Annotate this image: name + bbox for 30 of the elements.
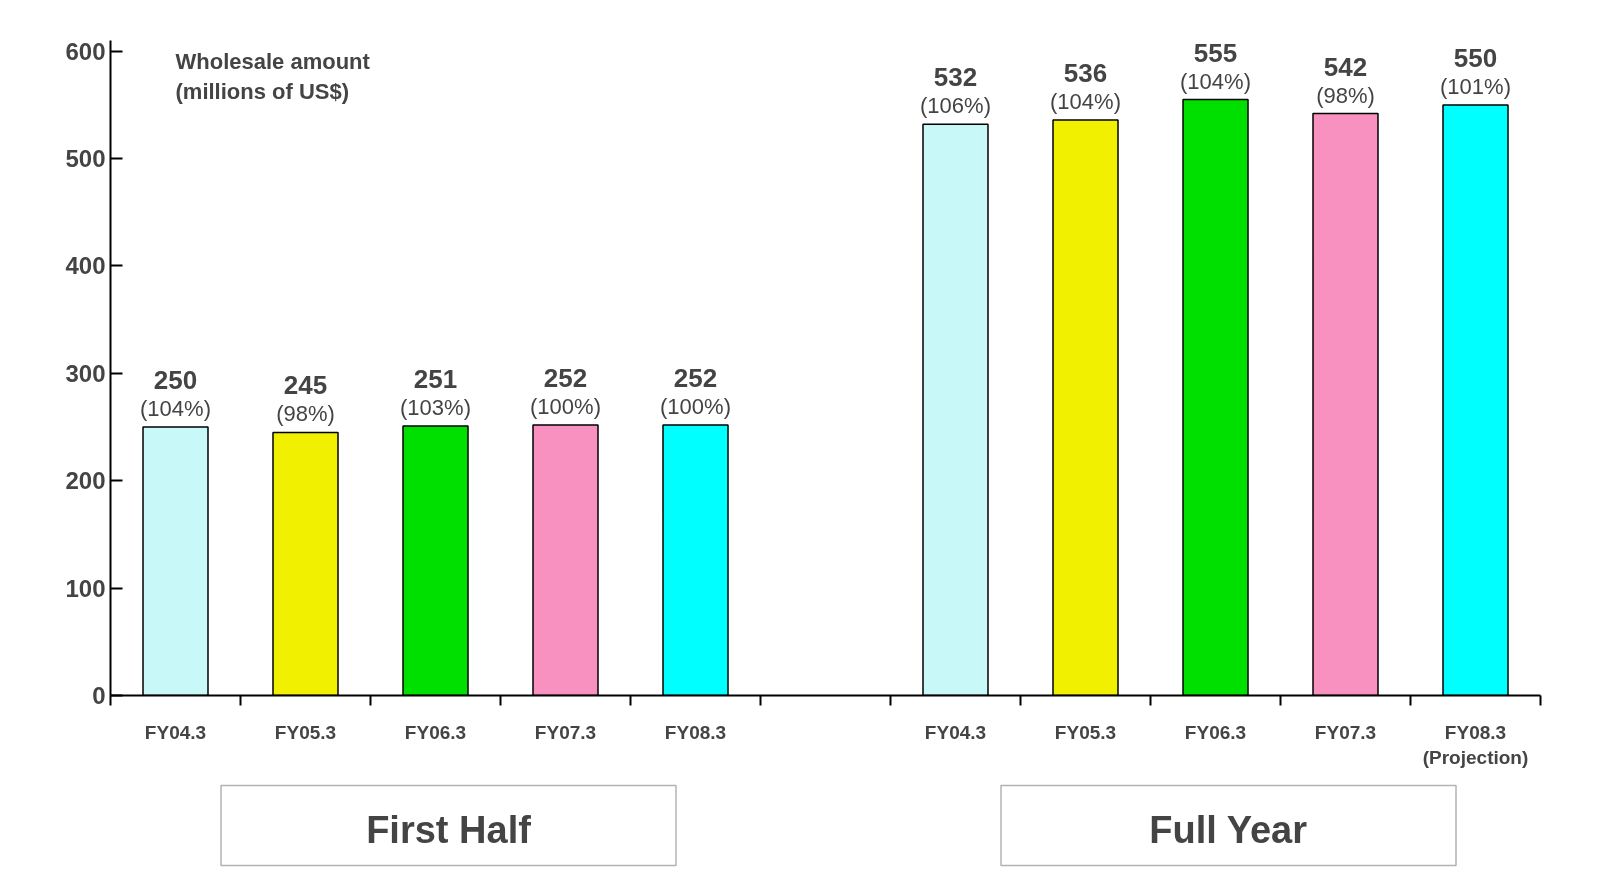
x-tick-label: FY08.3 (664, 721, 727, 743)
x-tick-label: FY04.3 (144, 721, 207, 743)
data-label: 252 (100%) (530, 362, 601, 419)
data-label: 532 (106%) (920, 62, 991, 119)
x-tick-label: FY07.3 (534, 721, 597, 743)
data-label: 542 (98%) (1316, 51, 1375, 108)
text: Full Year (1149, 808, 1308, 851)
y-tick-label: 400 (65, 252, 106, 280)
x-tick-label: FY05.3 (274, 721, 337, 743)
data-label: 245 (98%) (276, 370, 335, 427)
x-tick-label: FY04.3 (924, 721, 987, 743)
y-tick-label: 0 (92, 682, 106, 709)
y-tick-label: 600 (65, 37, 106, 65)
data-label: 550 (101%) (1440, 42, 1511, 99)
data-label: 250 (104%) (140, 365, 211, 422)
x-tick-label: FY07.3 (1314, 721, 1377, 743)
x-tick-label: FY05.3 (1054, 721, 1117, 743)
data-label: 252 (100%) (660, 362, 731, 419)
y-tick-label: 300 (65, 359, 106, 387)
x-tick-label: FY08.3 (Projection) (1422, 721, 1529, 768)
data-label: 251 (103%) (400, 363, 471, 420)
data-label: 555 (104%) (1180, 37, 1251, 94)
y-tick-label: 500 (65, 145, 106, 173)
y-axis-title: Wholesale amount (millions of US$) (175, 48, 371, 104)
x-tick-label: FY06.3 (1184, 721, 1247, 743)
x-tick-label: FY06.3 (404, 721, 467, 743)
y-tick-label: 100 (65, 574, 106, 602)
y-tick-label: 200 (65, 467, 106, 495)
text: First Half (366, 808, 532, 851)
data-label: 536 (104%) (1050, 57, 1121, 114)
